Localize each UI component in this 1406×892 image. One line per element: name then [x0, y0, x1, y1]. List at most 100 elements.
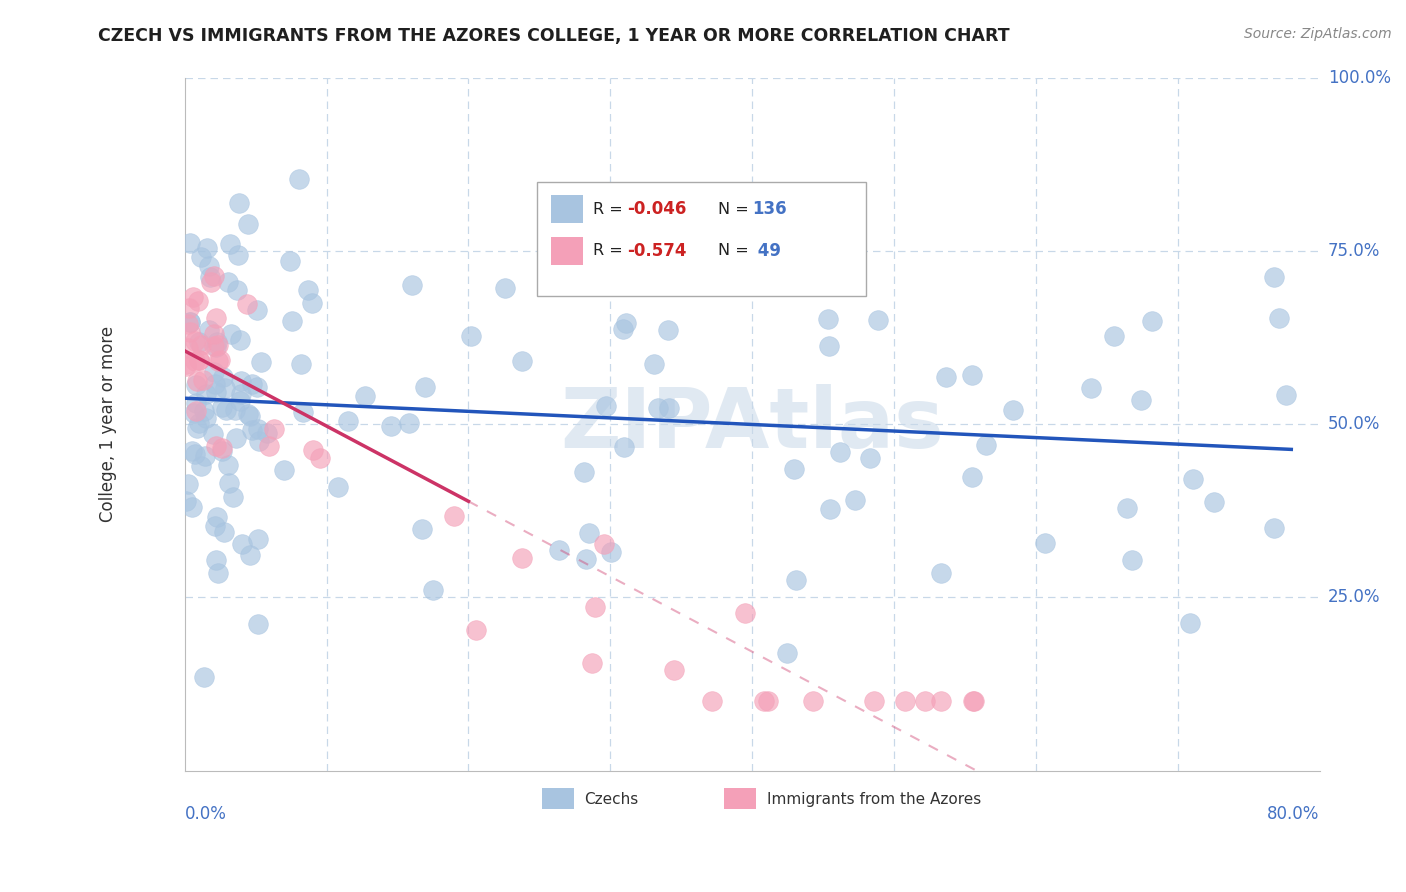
Point [211, 441, 233, 455]
Point [193, 670, 215, 684]
Point [222, 490, 245, 504]
Point [614, 316, 637, 330]
Point [700, 694, 723, 708]
Point [1116, 500, 1139, 515]
Point [204, 518, 226, 533]
Point [830, 444, 852, 458]
Point [246, 532, 269, 546]
Point [228, 195, 250, 210]
Text: College, 1 year or more: College, 1 year or more [100, 326, 117, 522]
Point [247, 422, 270, 436]
Point [200, 275, 222, 289]
Point [205, 384, 228, 399]
Point [226, 283, 249, 297]
Point [177, 301, 200, 315]
Point [1104, 328, 1126, 343]
Point [401, 278, 423, 293]
Point [1121, 553, 1143, 567]
Bar [551, 195, 583, 223]
Point [776, 646, 799, 660]
Point [174, 493, 197, 508]
Point [443, 508, 465, 523]
Point [817, 312, 839, 326]
Point [225, 431, 247, 445]
Point [188, 416, 211, 430]
Point [657, 323, 679, 337]
Text: 0.0%: 0.0% [184, 805, 226, 823]
Point [866, 312, 889, 326]
Point [204, 268, 226, 283]
Point [257, 439, 280, 453]
Point [413, 380, 436, 394]
Point [297, 283, 319, 297]
Point [281, 314, 304, 328]
Point [205, 510, 228, 524]
Point [224, 402, 246, 417]
Point [464, 623, 486, 637]
Text: 50.0%: 50.0% [1329, 415, 1381, 434]
Point [194, 450, 217, 464]
Point [612, 322, 634, 336]
Point [1129, 392, 1152, 407]
Point [595, 399, 617, 413]
Point [578, 526, 600, 541]
Point [197, 260, 219, 274]
Point [179, 325, 201, 339]
Point [862, 694, 884, 708]
Point [200, 270, 222, 285]
Text: N =: N = [718, 202, 754, 217]
Point [818, 502, 841, 516]
Point [229, 394, 252, 409]
Point [181, 443, 204, 458]
Point [217, 275, 239, 289]
Point [593, 537, 616, 551]
Point [179, 315, 201, 329]
Text: Immigrants from the Azores: Immigrants from the Azores [766, 792, 981, 807]
Point [380, 418, 402, 433]
Point [962, 694, 984, 708]
Point [1263, 521, 1285, 535]
Point [560, 194, 582, 209]
Point [205, 311, 228, 326]
Point [512, 353, 534, 368]
Text: CZECH VS IMMIGRANTS FROM THE AZORES COLLEGE, 1 YEAR OR MORE CORRELATION CHART: CZECH VS IMMIGRANTS FROM THE AZORES COLL… [98, 27, 1010, 45]
Point [211, 444, 233, 458]
Point [201, 427, 224, 442]
Point [422, 582, 444, 597]
Point [301, 296, 323, 310]
Point [301, 442, 323, 457]
Point [211, 400, 233, 414]
Point [186, 404, 208, 418]
Text: R =: R = [593, 202, 628, 217]
Point [183, 406, 205, 420]
Point [212, 370, 235, 384]
Point [247, 434, 270, 449]
Point [547, 542, 569, 557]
Point [398, 417, 420, 431]
Point [929, 566, 952, 580]
Point [613, 441, 636, 455]
Point [1202, 494, 1225, 508]
Point [238, 408, 260, 422]
Text: -0.574: -0.574 [627, 242, 688, 260]
Point [256, 425, 278, 440]
Text: N =: N = [718, 244, 754, 259]
Point [1178, 616, 1201, 631]
Point [217, 458, 239, 472]
Point [242, 423, 264, 437]
Point [208, 352, 231, 367]
Point [859, 450, 882, 465]
Point [177, 477, 200, 491]
Point [647, 401, 669, 416]
Point [195, 241, 218, 255]
Point [290, 357, 312, 371]
Point [181, 289, 204, 303]
Point [179, 315, 201, 329]
Point [817, 339, 839, 353]
Point [510, 551, 533, 566]
Point [229, 333, 252, 347]
Point [411, 522, 433, 536]
Text: ZIPAtlas: ZIPAtlas [560, 384, 945, 465]
Point [205, 340, 228, 354]
Text: 136: 136 [752, 200, 787, 219]
